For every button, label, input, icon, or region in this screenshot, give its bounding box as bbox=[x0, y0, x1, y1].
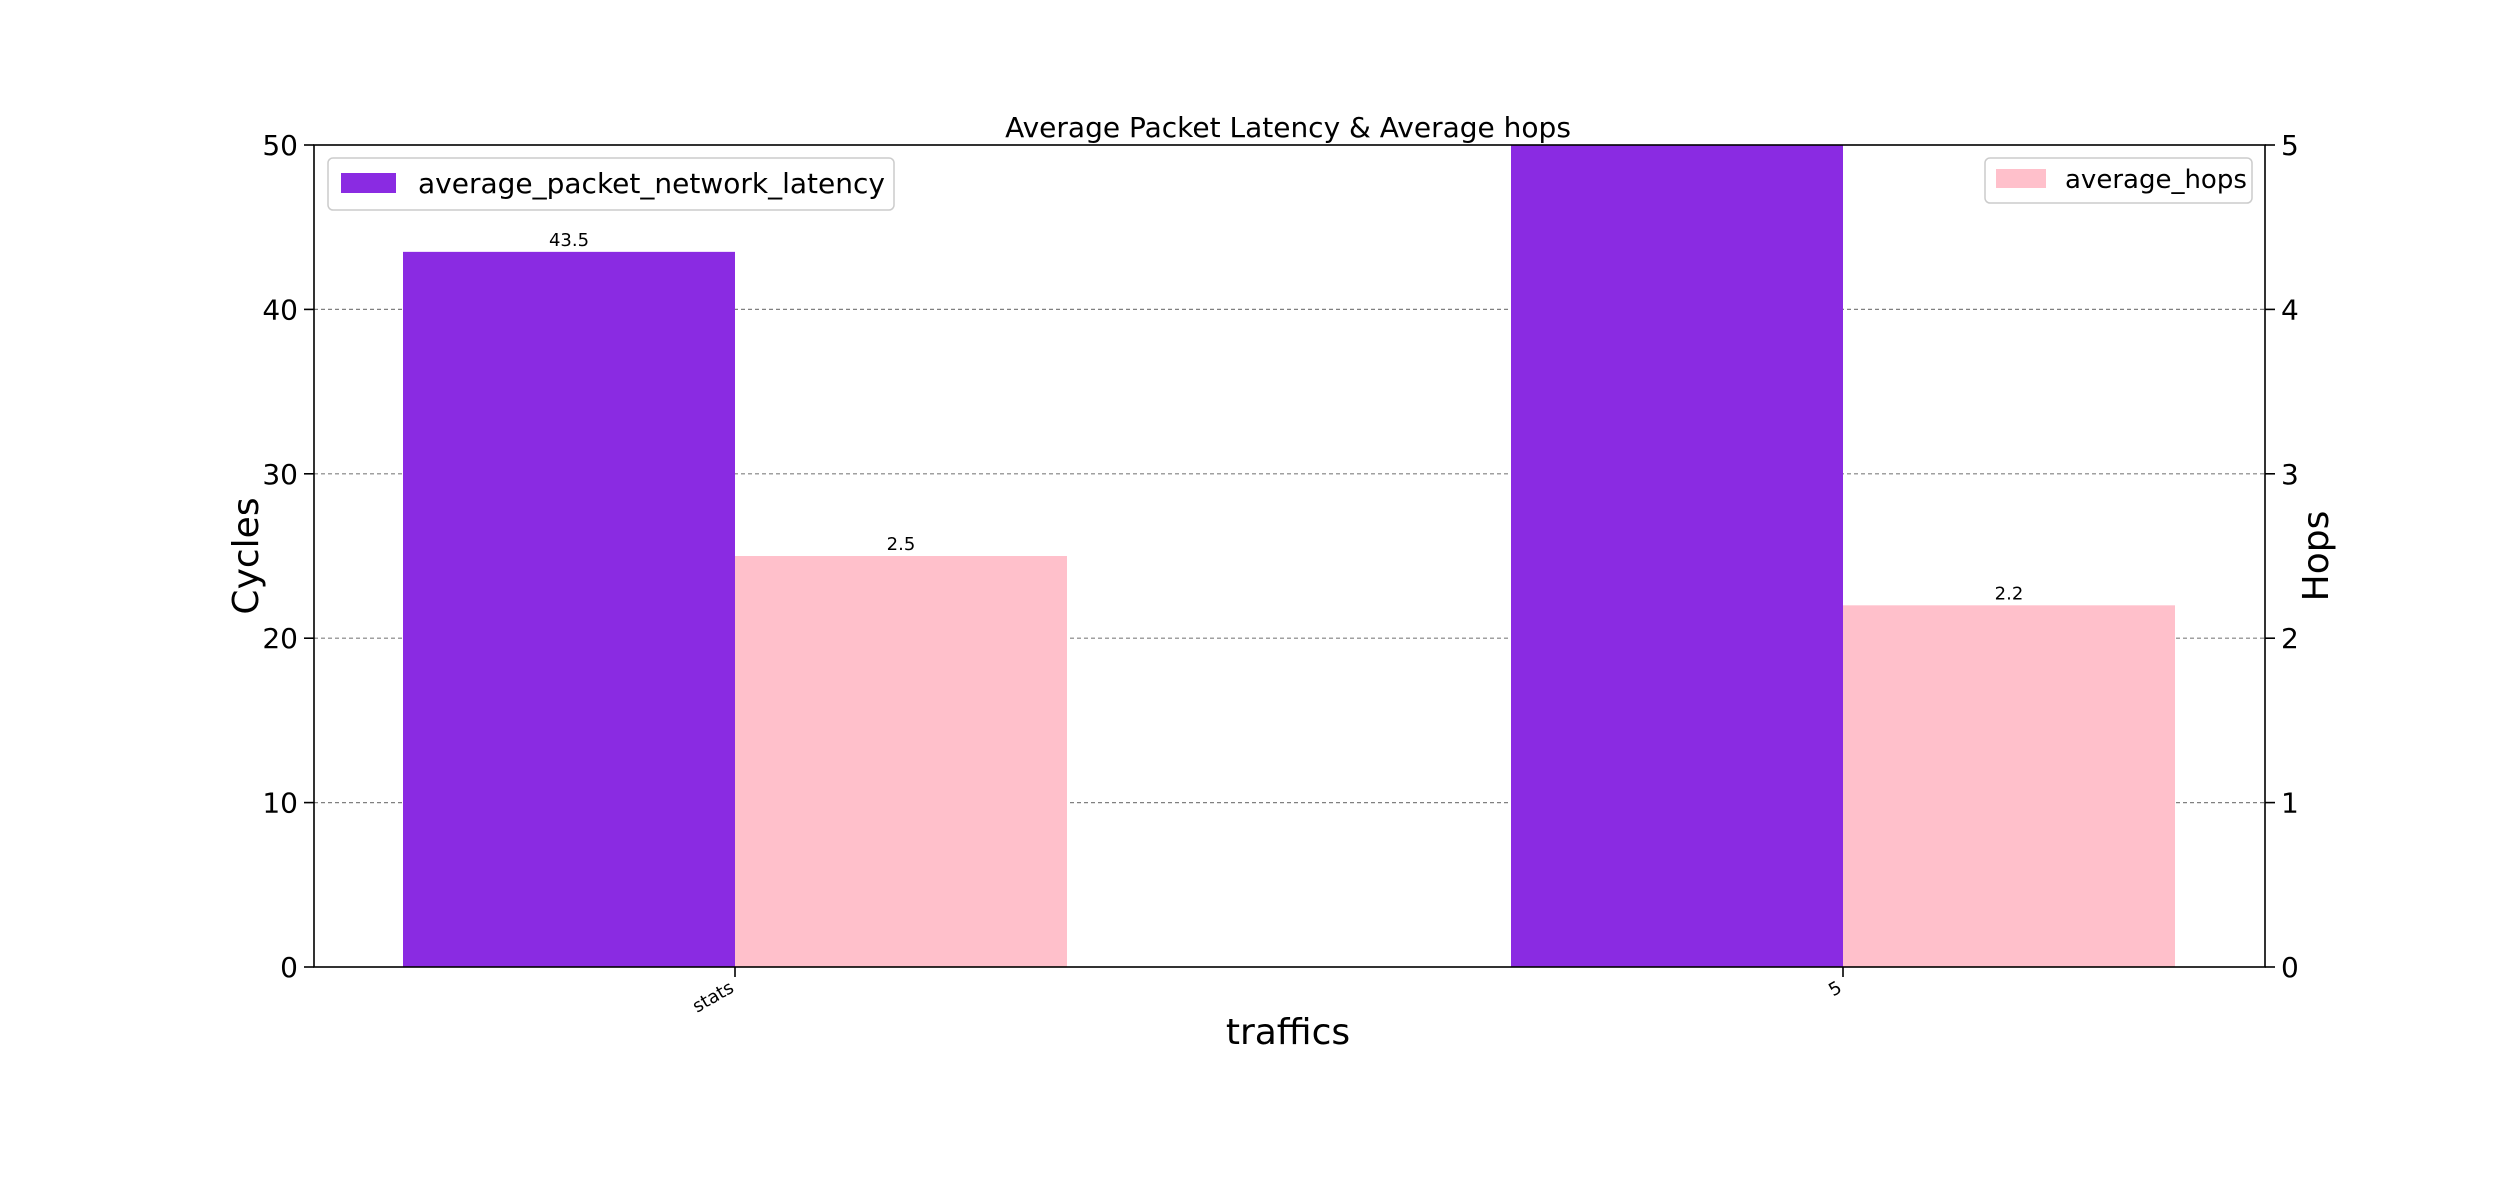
y2-tick-label: 0 bbox=[2281, 951, 2299, 984]
bar-latency-0 bbox=[403, 251, 735, 968]
data-labels: 43.5 2.5 2.2 bbox=[549, 230, 2023, 604]
legend-right-swatch bbox=[1996, 169, 2046, 188]
bar-hops-1 bbox=[1843, 605, 2175, 967]
left-y-axis: 0 10 20 30 40 50 bbox=[262, 129, 314, 984]
bar-latency-1 bbox=[1511, 145, 1843, 967]
x-axis-title: traffics bbox=[1226, 1012, 1350, 1053]
y-axis-title: Cycles bbox=[226, 497, 267, 614]
y2-tick-label: 1 bbox=[2281, 787, 2299, 820]
y2-tick-label: 3 bbox=[2281, 458, 2299, 491]
y2-tick-label: 4 bbox=[2281, 293, 2299, 326]
legend-right-box bbox=[1984, 157, 2253, 204]
y-tick-label: 50 bbox=[262, 129, 298, 162]
y-tick-label: 30 bbox=[262, 458, 298, 491]
y-tick-label: 40 bbox=[262, 293, 298, 326]
data-label: 43.5 bbox=[549, 230, 589, 251]
data-label: 2.2 bbox=[1995, 583, 2024, 604]
legend-right-label: average_hops bbox=[2065, 165, 2247, 195]
bars bbox=[403, 145, 2175, 968]
y-tick-label: 20 bbox=[262, 622, 298, 655]
legend-left-swatch bbox=[341, 173, 396, 193]
plot-frame bbox=[313, 144, 2266, 968]
y2-tick-label: 5 bbox=[2281, 129, 2299, 162]
data-label: 2.5 bbox=[887, 534, 916, 555]
chart-title: Average Packet Latency & Average hops bbox=[1005, 111, 1571, 144]
legend-right: average_hops bbox=[1984, 157, 2253, 204]
legend-left-box bbox=[327, 157, 895, 211]
y2-tick-label: 2 bbox=[2281, 622, 2299, 655]
y-tick-label: 10 bbox=[262, 787, 298, 820]
y2-axis-title: Hops bbox=[2296, 511, 2337, 602]
legend-left-label: average_packet_network_latency bbox=[418, 167, 885, 200]
legend-left: average_packet_network_latency bbox=[327, 157, 895, 211]
y-tick-label: 0 bbox=[280, 951, 298, 984]
right-y-axis: 0 1 2 3 4 5 bbox=[2265, 129, 2299, 984]
bar-hops-0 bbox=[735, 556, 1067, 967]
